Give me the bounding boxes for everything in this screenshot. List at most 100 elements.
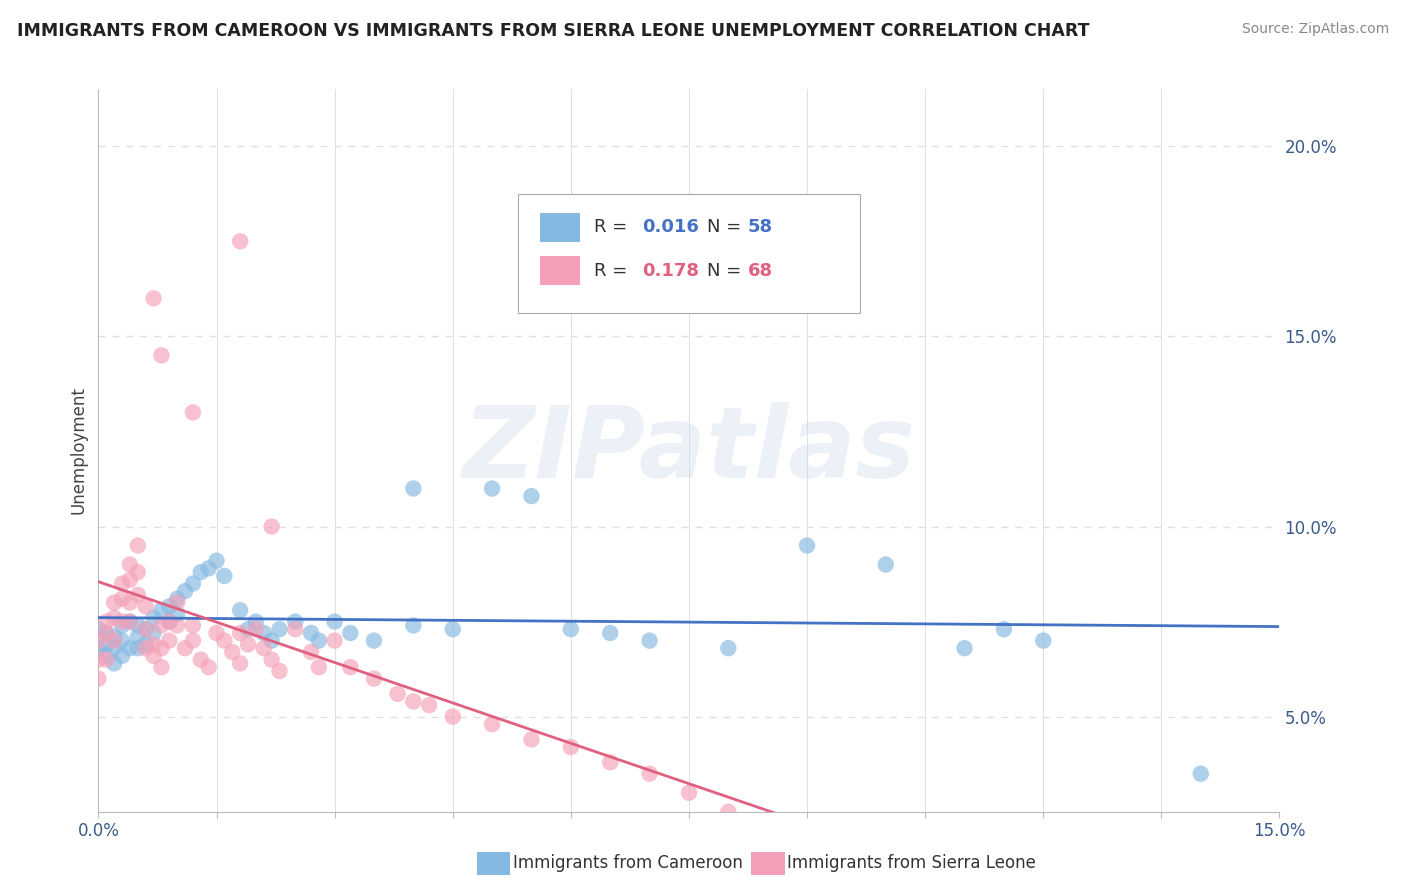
Point: [127, 641, 149, 656]
Point: [323, 633, 346, 648]
Point: [166, 591, 188, 606]
Point: [96, 615, 118, 629]
Point: [236, 622, 259, 636]
Point: [796, 823, 818, 838]
Point: [157, 633, 180, 648]
Point: [284, 622, 307, 636]
Point: [87, 672, 110, 686]
Point: [118, 573, 141, 587]
Point: [875, 558, 897, 572]
Point: [260, 633, 283, 648]
Point: [284, 615, 307, 629]
FancyBboxPatch shape: [517, 194, 860, 313]
Point: [402, 694, 425, 708]
Point: [87, 641, 110, 656]
Point: [111, 648, 134, 663]
Point: [157, 599, 180, 614]
FancyBboxPatch shape: [540, 256, 581, 285]
Point: [150, 660, 173, 674]
Point: [323, 615, 346, 629]
Point: [111, 615, 134, 629]
Point: [875, 850, 897, 864]
Point: [363, 672, 385, 686]
Point: [142, 626, 165, 640]
Point: [441, 622, 464, 636]
FancyBboxPatch shape: [540, 213, 581, 242]
Point: [253, 626, 276, 640]
Point: [229, 235, 252, 249]
Point: [717, 641, 740, 656]
Point: [638, 633, 661, 648]
Point: [157, 615, 180, 629]
Point: [142, 611, 165, 625]
Text: 0.178: 0.178: [641, 261, 699, 279]
Text: R =: R =: [595, 219, 634, 236]
Point: [214, 569, 236, 583]
Point: [150, 348, 173, 362]
Point: [127, 565, 149, 579]
Point: [260, 519, 283, 533]
Point: [142, 648, 165, 663]
Text: Immigrants from Cameroon: Immigrants from Cameroon: [513, 855, 742, 872]
Point: [135, 641, 157, 656]
Text: 68: 68: [748, 261, 773, 279]
Text: Source: ZipAtlas.com: Source: ZipAtlas.com: [1241, 22, 1389, 37]
Point: [236, 637, 259, 651]
Point: [87, 652, 110, 666]
Point: [914, 862, 936, 876]
Point: [402, 618, 425, 632]
Point: [118, 558, 141, 572]
Point: [205, 554, 228, 568]
Point: [441, 709, 464, 723]
Point: [520, 732, 543, 747]
Point: [560, 740, 582, 755]
Point: [953, 641, 976, 656]
Point: [96, 626, 118, 640]
Point: [599, 626, 621, 640]
Point: [221, 645, 243, 659]
Point: [269, 664, 291, 678]
Point: [174, 584, 197, 599]
Point: [599, 756, 621, 770]
Point: [229, 657, 252, 671]
Point: [150, 603, 173, 617]
Point: [150, 641, 173, 656]
Point: [118, 596, 141, 610]
Point: [127, 588, 149, 602]
Point: [993, 622, 1015, 636]
Point: [103, 657, 125, 671]
Point: [181, 405, 204, 419]
Point: [245, 622, 267, 636]
Point: [157, 615, 180, 629]
Text: ZIPatlas: ZIPatlas: [463, 402, 915, 499]
Text: 58: 58: [748, 219, 773, 236]
Point: [638, 766, 661, 780]
Point: [308, 633, 330, 648]
Point: [118, 615, 141, 629]
Point: [96, 637, 118, 651]
Point: [87, 622, 110, 636]
Point: [308, 660, 330, 674]
Point: [166, 618, 188, 632]
Point: [481, 717, 503, 731]
Point: [197, 561, 219, 575]
Point: [1189, 766, 1212, 780]
Point: [103, 611, 125, 625]
Point: [96, 648, 118, 663]
Point: [835, 838, 858, 853]
Point: [103, 633, 125, 648]
Point: [181, 633, 204, 648]
Point: [166, 596, 188, 610]
Point: [135, 637, 157, 651]
Point: [402, 482, 425, 496]
Point: [103, 630, 125, 644]
Point: [190, 652, 212, 666]
Point: [111, 618, 134, 632]
Point: [103, 596, 125, 610]
Point: [142, 291, 165, 305]
Point: [127, 630, 149, 644]
Point: [166, 607, 188, 621]
Point: [135, 622, 157, 636]
Point: [299, 626, 322, 640]
Point: [190, 565, 212, 579]
